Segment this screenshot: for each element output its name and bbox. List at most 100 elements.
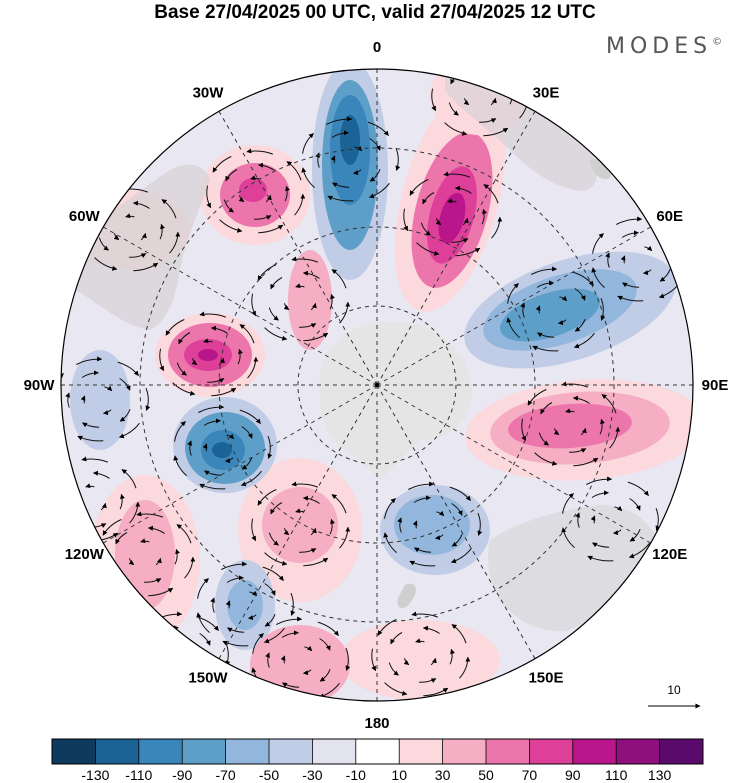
wind-vector (144, 578, 162, 583)
wind-vector (390, 632, 403, 645)
wind-vector (199, 483, 226, 490)
wind-vector (225, 600, 231, 609)
wind-vector (319, 638, 331, 651)
wind-vector (262, 566, 284, 581)
anomaly-negative-shade (340, 115, 360, 165)
wind-vector (330, 155, 336, 164)
wind-vector (128, 558, 135, 566)
wind-vector (592, 542, 610, 548)
wind-vector (403, 208, 409, 232)
wind-vector (239, 324, 255, 344)
wind-vector (240, 470, 262, 487)
wind-vector (268, 532, 279, 546)
wind-vector (132, 200, 150, 209)
wind-vector (247, 356, 259, 379)
longitude-label: 30W (193, 84, 225, 101)
anomaly-positive-shade (239, 178, 267, 202)
wind-vector (174, 421, 186, 442)
wind-vector (184, 640, 193, 647)
wind-vector (265, 652, 270, 668)
anomaly-positive-shade (115, 500, 175, 610)
wind-vector (383, 532, 397, 553)
wind-vector (61, 527, 78, 541)
wind-vector (211, 387, 237, 397)
wind-vector (535, 305, 541, 314)
wind-vector (109, 582, 133, 596)
colorbar-segment (616, 739, 660, 764)
wind-vector (627, 481, 649, 496)
wind-vector (384, 498, 396, 519)
longitude-label: 30E (533, 84, 560, 101)
wind-vector (592, 233, 604, 254)
wind-vector (327, 195, 354, 202)
wind-vector (482, 69, 500, 74)
wind-vector (133, 262, 159, 272)
wind-vector (183, 664, 192, 671)
latitude-circle (218, 226, 536, 544)
wind-vector (77, 435, 104, 442)
wind-vector (435, 534, 444, 541)
wind-vector (573, 457, 599, 467)
wind-vector (103, 409, 112, 416)
wind-vector (222, 640, 249, 647)
anomaly-negative-shade (212, 442, 232, 458)
wind-vector (225, 457, 234, 464)
wind-vector (119, 378, 131, 391)
wind-vector (82, 422, 100, 428)
colorbar-tick-label: 110 (605, 767, 628, 783)
longitude-label: 60E (656, 208, 683, 225)
wind-vector (616, 216, 643, 225)
wind-vector (659, 269, 671, 282)
wind-vector (258, 224, 284, 234)
wind-vector (257, 162, 275, 171)
colorbar-segment (312, 739, 357, 764)
wind-vector (317, 621, 339, 636)
longitude-label: 0 (373, 39, 381, 56)
wind-vector (419, 678, 437, 683)
wind-vector (423, 687, 449, 697)
brand-text: MODES (606, 34, 713, 59)
wind-vector (263, 627, 285, 644)
wind-vector (605, 252, 610, 268)
wind-vector (147, 525, 165, 534)
wind-vector (223, 199, 234, 213)
wind-vector (184, 556, 196, 579)
wind-vector (369, 169, 381, 182)
wind-vector (226, 575, 244, 583)
wind-vector (572, 271, 594, 286)
wind-vector (104, 385, 113, 392)
wind-vector (590, 515, 596, 524)
wind-vector (319, 669, 331, 682)
wind-vector (197, 578, 209, 599)
wind-vector (477, 513, 483, 536)
wind-vector (197, 616, 219, 631)
wind-vector (454, 185, 472, 194)
wind-vector (565, 408, 575, 414)
wind-vector (94, 257, 118, 271)
wind-vector (219, 219, 243, 233)
africa-landmass (445, 69, 598, 191)
map-title: Base 27/04/2025 00 UTC, valid 27/04/2025… (154, 2, 596, 23)
anomaly-positive-shade (438, 192, 466, 244)
wind-vector (169, 231, 181, 254)
wind-vector (291, 481, 318, 488)
wind-vector (412, 520, 418, 529)
wind-vector (218, 357, 225, 366)
wind-vector (574, 288, 586, 301)
colorbar-segment (399, 739, 443, 764)
wind-vector (302, 495, 320, 504)
colorbar-segment (182, 739, 226, 764)
wind-vector (302, 133, 314, 154)
wind-vector (199, 633, 211, 646)
graticule (61, 69, 693, 701)
wind-vector (448, 102, 459, 116)
wind-vector (85, 483, 95, 489)
longitude-label: 60W (69, 208, 101, 225)
wind-vector (241, 426, 253, 439)
wind-vector (249, 590, 258, 597)
colorbar: -130 -110 -90 -70 -50 -30 -10 10 30 50 70 90 110 130 (51, 738, 704, 783)
wind-vector (210, 325, 228, 334)
wind-vector (295, 283, 305, 289)
south-pole-marker (375, 383, 379, 387)
wind-vector (172, 382, 196, 396)
